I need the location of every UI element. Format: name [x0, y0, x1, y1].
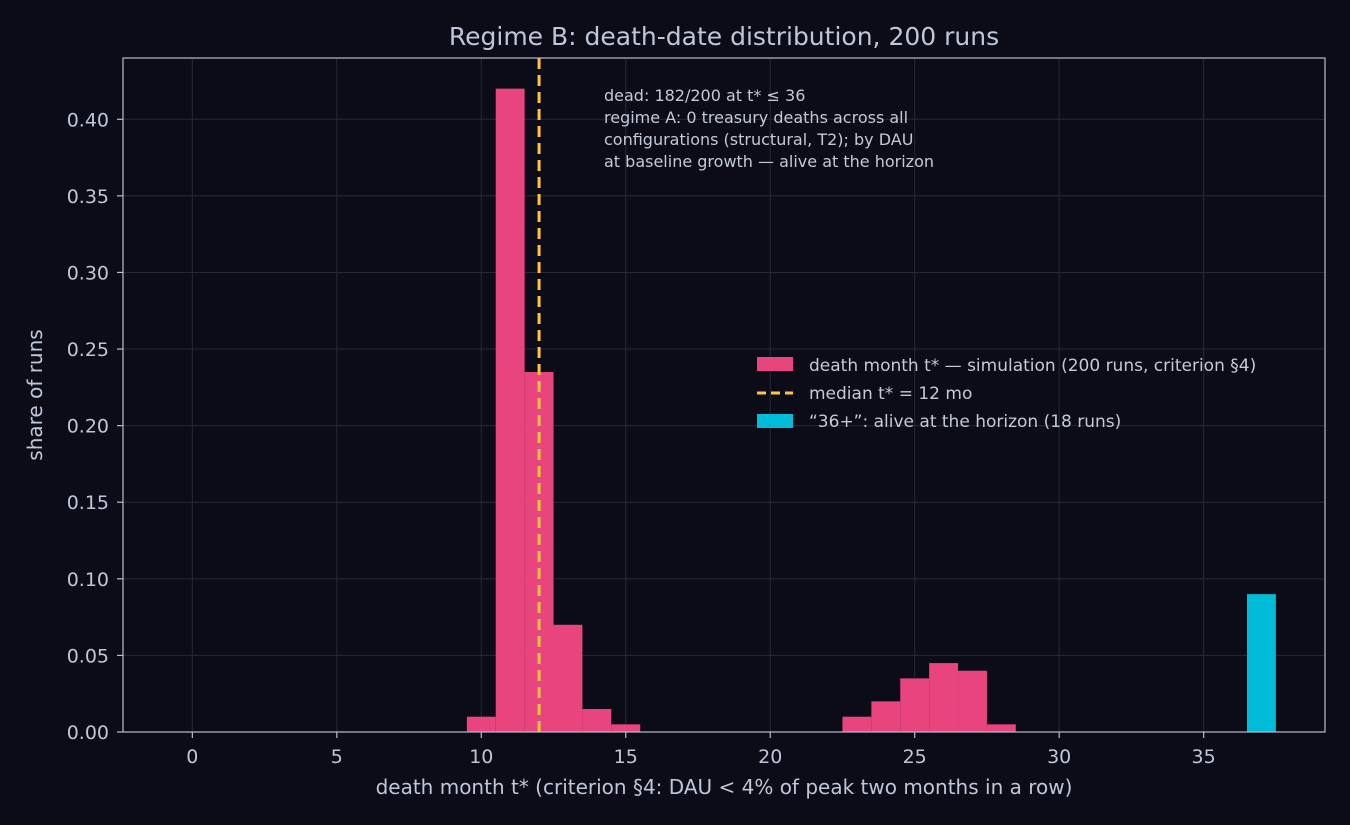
histogram-bar: [842, 716, 872, 732]
histogram-bar: [611, 724, 641, 732]
legend-label-median: median t* = 12 mo: [809, 384, 972, 404]
y-tick-label: 0.30: [67, 262, 109, 284]
annotation-line: dead: 182/200 at t* ≤ 36: [604, 86, 805, 105]
annotation-line: regime A: 0 treasury deaths across all: [604, 108, 908, 127]
plot-frame: [122, 57, 1326, 733]
grid-lines: [123, 58, 1325, 733]
x-tick-label: 0: [186, 746, 198, 768]
y-tick-label: 0.15: [67, 492, 109, 514]
histogram-bar: [900, 678, 930, 732]
legend-swatch-alive: [757, 414, 793, 428]
histogram-bar: [986, 724, 1016, 732]
x-tick-label: 20: [758, 746, 782, 768]
histogram-bar: [495, 88, 525, 733]
legend-swatch-simulation: [757, 357, 793, 371]
x-tick-label: 15: [614, 746, 638, 768]
y-tick-label: 0.10: [67, 569, 109, 591]
x-tick-label: 35: [1192, 746, 1216, 768]
x-axis-ticks: 0 5 10 15 20 25 30 35: [186, 732, 1216, 768]
x-tick-label: 10: [469, 746, 493, 768]
histogram-bar: [582, 709, 612, 732]
x-tick-label: 5: [331, 746, 343, 768]
x-axis-label: death month t* (criterion §4: DAU < 4% o…: [376, 775, 1073, 799]
y-tick-label: 0.40: [67, 109, 109, 131]
histogram-bar: [871, 701, 901, 732]
annotation-line: at baseline growth — alive at the horizo…: [604, 152, 934, 171]
legend-label-simulation: death month t* — simulation (200 runs, c…: [809, 356, 1256, 376]
x-tick-label: 30: [1047, 746, 1071, 768]
alive-bar: [1246, 594, 1276, 732]
annotation-line: configurations (structural, T2); by DAU: [604, 130, 913, 149]
histogram-bar: [553, 624, 583, 732]
histogram-bar: [929, 663, 959, 732]
y-tick-label: 0.05: [67, 645, 109, 667]
x-tick-label: 25: [903, 746, 927, 768]
y-tick-label: 0.00: [67, 722, 109, 744]
bars: [466, 88, 1276, 733]
annotation-note: dead: 182/200 at t* ≤ 36 regime A: 0 trea…: [604, 86, 934, 171]
y-tick-label: 0.20: [67, 416, 109, 438]
y-axis-label: share of runs: [23, 329, 47, 460]
chart-title: Regime B: death-date distribution, 200 r…: [449, 22, 999, 51]
y-tick-label: 0.35: [67, 186, 109, 208]
legend: death month t* — simulation (200 runs, c…: [757, 356, 1256, 432]
histogram-bar: [958, 670, 987, 732]
y-tick-label: 0.25: [67, 339, 109, 361]
y-axis-ticks: 0.00 0.05 0.10 0.15 0.20 0.25 0.30 0.35 0.40: [67, 109, 123, 744]
histogram-bar: [466, 716, 496, 732]
legend-label-alive: “36+”: alive at the horizon (18 runs): [809, 412, 1121, 432]
